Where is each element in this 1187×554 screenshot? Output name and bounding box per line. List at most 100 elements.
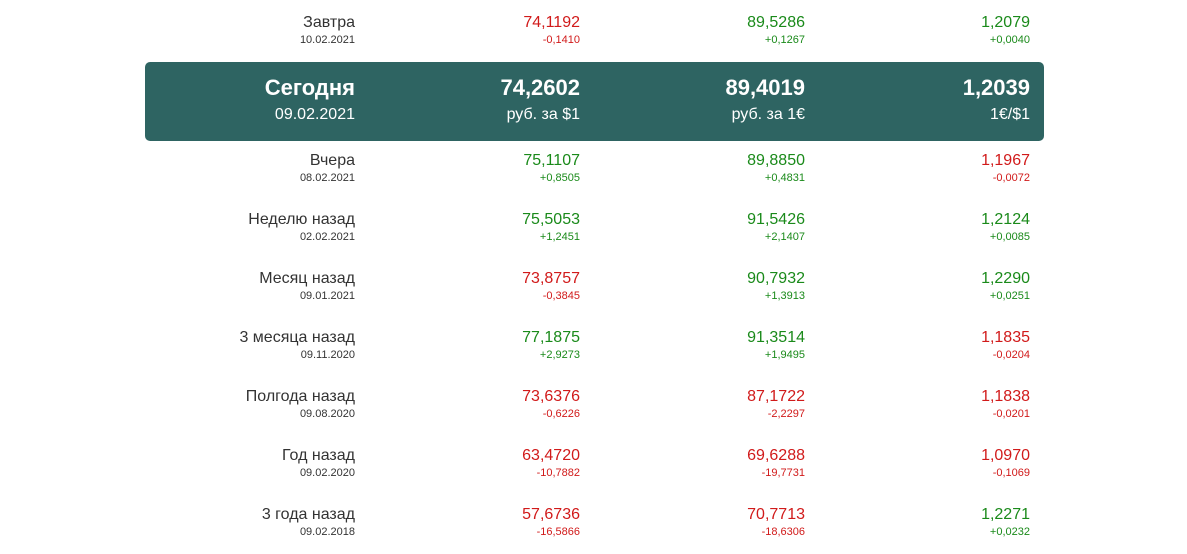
eurusd-value: 1,1838	[981, 388, 1030, 405]
table-row: Полгода назад 09.08.2020 73,6376 -0,6226 87,…	[145, 387, 1044, 433]
period-label: Полгода назад	[245, 388, 355, 405]
eurusd-cell: 1,2271 +0,0232	[825, 505, 1030, 539]
period-date: 02.02.2021	[299, 231, 355, 243]
period-date: 09.01.2021	[299, 290, 355, 302]
period-cell: 3 года назад 09.02.2018	[145, 505, 355, 539]
eur-cell: 70,7713 -18,6306	[600, 505, 805, 539]
eur-cell: 69,6288 -19,7731	[600, 446, 805, 480]
usd-value: 74,1192	[523, 14, 580, 31]
usd-change: +0,8505	[539, 172, 580, 184]
today-usd-unit: руб. за $1	[506, 106, 580, 123]
eurusd-value: 1,1835	[981, 329, 1030, 346]
eur-change: +1,3913	[764, 290, 805, 302]
eur-change: +0,1267	[764, 34, 805, 46]
eurusd-cell: 1,1838 -0,0201	[825, 387, 1030, 421]
usd-value: 75,1107	[523, 152, 580, 169]
usd-value: 73,8757	[522, 270, 580, 287]
period-date: 10.02.2021	[299, 34, 355, 46]
eurusd-change: -0,0204	[992, 349, 1030, 361]
table-row: Месяц назад 09.01.2021 73,8757 -0,3845 90,79…	[145, 269, 1044, 315]
eur-cell: 90,7932 +1,3913	[600, 269, 805, 303]
period-cell: 3 месяца назад 09.11.2020	[145, 328, 355, 362]
today-usd-cell: 74,2602 руб. за $1	[375, 75, 580, 125]
today-usd-value: 74,2602	[500, 75, 580, 100]
eur-value: 70,7713	[747, 506, 805, 523]
today-eur-value: 89,4019	[725, 75, 805, 100]
eur-value: 90,7932	[747, 270, 805, 287]
eurusd-value: 1,2079	[981, 14, 1030, 31]
eur-cell: 89,8850 +0,4831	[600, 151, 805, 185]
usd-value: 57,6736	[522, 506, 580, 523]
period-date: 09.08.2020	[299, 408, 355, 420]
usd-value: 73,6376	[522, 388, 580, 405]
period-label: 3 месяца назад	[239, 329, 355, 346]
eurusd-cell: 1,0970 -0,1069	[825, 446, 1030, 480]
usd-cell: 75,1107 +0,8505	[375, 151, 580, 185]
eur-value: 69,6288	[747, 447, 805, 464]
table-row: 3 года назад 09.02.2018 57,6736 -16,5866 70,…	[145, 505, 1044, 551]
period-cell: Неделю назад 02.02.2021	[145, 210, 355, 244]
eurusd-value: 1,2290	[981, 270, 1030, 287]
today-eur-unit: руб. за 1€	[731, 106, 805, 123]
period-date: 09.11.2020	[300, 349, 355, 361]
eurusd-change: +0,0085	[989, 231, 1030, 243]
table-row: Год назад 09.02.2020 63,4720 -10,7882 69,628…	[145, 446, 1044, 492]
usd-cell: 73,6376 -0,6226	[375, 387, 580, 421]
usd-cell: 74,1192 -0,1410	[375, 13, 580, 47]
period-date: 09.02.2020	[299, 467, 355, 479]
usd-change: -0,6226	[542, 408, 580, 420]
usd-change: -16,5866	[536, 526, 580, 538]
period-date: 08.02.2021	[299, 172, 355, 184]
period-label: Вчера	[309, 152, 355, 169]
eurusd-change: -0,0201	[992, 408, 1030, 420]
eurusd-value: 1,2271	[981, 506, 1030, 523]
table-row: Завтра 10.02.2021 74,1192 -0,1410 89,5286 +0,…	[145, 13, 1044, 59]
eurusd-cell: 1,1967 -0,0072	[825, 151, 1030, 185]
table-row: Вчера 08.02.2021 75,1107 +0,8505 89,8850 +0,4…	[145, 151, 1044, 197]
eur-value: 91,5426	[747, 211, 805, 228]
eurusd-cell: 1,2079 +0,0040	[825, 13, 1030, 47]
eur-change: -2,2297	[767, 408, 805, 420]
eur-cell: 89,5286 +0,1267	[600, 13, 805, 47]
period-label: Год назад	[281, 447, 355, 464]
eurusd-value: 1,2124	[981, 211, 1030, 228]
today-row: Сегодня 09.02.2021 74,2602 руб. за $1 89,401…	[145, 62, 1044, 141]
eurusd-change: -0,1069	[992, 467, 1030, 479]
eur-cell: 91,5426 +2,1407	[600, 210, 805, 244]
period-label: 3 года назад	[261, 506, 355, 523]
usd-cell: 57,6736 -16,5866	[375, 505, 580, 539]
usd-change: +2,9273	[539, 349, 580, 361]
eur-cell: 87,1722 -2,2297	[600, 387, 805, 421]
eur-change: -19,7731	[761, 467, 805, 479]
eur-change: -18,6306	[761, 526, 805, 538]
eurusd-change: +0,0232	[989, 526, 1030, 538]
usd-value: 63,4720	[522, 447, 580, 464]
usd-cell: 77,1875 +2,9273	[375, 328, 580, 362]
today-period-cell: Сегодня 09.02.2021	[145, 75, 355, 125]
eur-value: 91,3514	[747, 329, 805, 346]
period-cell: Год назад 09.02.2020	[145, 446, 355, 480]
eur-value: 89,8850	[747, 152, 805, 169]
eurusd-change: +0,0251	[989, 290, 1030, 302]
eur-cell: 91,3514 +1,9495	[600, 328, 805, 362]
usd-change: -10,7882	[536, 467, 580, 479]
period-date: 09.02.2018	[299, 526, 355, 538]
period-cell: Вчера 08.02.2021	[145, 151, 355, 185]
usd-value: 75,5053	[522, 211, 580, 228]
period-cell: Полгода назад 09.08.2020	[145, 387, 355, 421]
eurusd-value: 1,0970	[981, 447, 1030, 464]
usd-cell: 75,5053 +1,2451	[375, 210, 580, 244]
usd-cell: 63,4720 -10,7882	[375, 446, 580, 480]
period-cell: Завтра 10.02.2021	[145, 13, 355, 47]
usd-cell: 73,8757 -0,3845	[375, 269, 580, 303]
today-label: Сегодня	[264, 75, 355, 100]
today-date: 09.02.2021	[274, 106, 355, 123]
today-eurusd-cell: 1,2039 1€/$1	[825, 75, 1030, 125]
today-eurusd-value: 1,2039	[962, 75, 1030, 100]
eur-change: +0,4831	[764, 172, 805, 184]
usd-change: -0,3845	[542, 290, 580, 302]
today-eur-cell: 89,4019 руб. за 1€	[600, 75, 805, 125]
usd-change: +1,2451	[539, 231, 580, 243]
eur-change: +1,9495	[764, 349, 805, 361]
